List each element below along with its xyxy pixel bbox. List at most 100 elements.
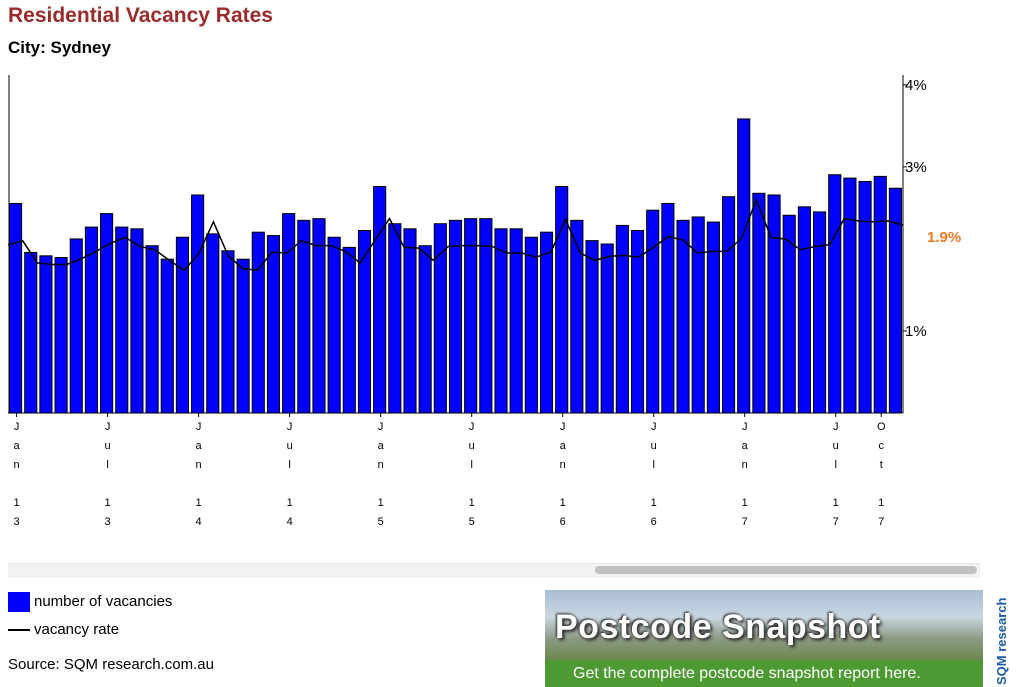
bar [418, 245, 432, 414]
x-tick-label-char: l [835, 459, 837, 471]
bar [388, 223, 402, 414]
x-tick-label-char: 1 [651, 497, 657, 509]
x-tick-label-char: n [14, 459, 20, 471]
x-tick-label-char: a [14, 440, 21, 452]
x-tick-label-char: n [196, 459, 202, 471]
x-tick-label-char: 1 [287, 497, 293, 509]
bar [282, 213, 296, 414]
postcode-snapshot-banner[interactable]: Postcode Snapshot Get the complete postc… [545, 590, 983, 687]
scrollbar-thumb[interactable] [595, 566, 977, 574]
x-tick-label-char: u [469, 440, 475, 452]
bar [570, 219, 584, 414]
bar [327, 236, 341, 414]
x-tick-label-char: J [651, 421, 657, 433]
bar [373, 186, 387, 414]
bar [160, 258, 174, 414]
bar [448, 219, 463, 414]
bar [600, 243, 614, 414]
x-tick-label-char: a [560, 440, 567, 452]
bar [464, 218, 478, 414]
x-tick-label-char: 3 [105, 516, 111, 528]
bar [115, 226, 129, 414]
bar [69, 238, 83, 414]
bar [100, 213, 114, 414]
bar [721, 196, 736, 414]
bar [630, 229, 645, 414]
bar [39, 255, 53, 414]
bar [615, 224, 629, 414]
x-tick-label-char: n [378, 459, 384, 471]
bar [479, 218, 493, 414]
bar [24, 251, 38, 414]
bar [646, 209, 660, 414]
bar [676, 219, 690, 414]
bar [828, 174, 842, 414]
bar [539, 231, 554, 414]
legend-line-swatch [8, 629, 30, 632]
bar [873, 175, 887, 414]
x-tick-label-char: l [288, 459, 290, 471]
x-tick-label-char: 1 [469, 497, 475, 509]
x-tick-label-char: 1 [14, 497, 20, 509]
x-tick-label-char: t [880, 459, 883, 471]
bar [767, 194, 781, 414]
x-tick-label-char: n [742, 459, 748, 471]
vacancy-chart: 4%3%1%1.9%Jan13Jul13Jan14Jul14Jan15Jul15… [7, 75, 961, 528]
x-tick-label-char: u [105, 440, 111, 452]
legend-label-rate: vacancy rate [34, 621, 120, 638]
x-tick-label-char: 1 [560, 497, 566, 509]
bar [145, 245, 159, 414]
bar [221, 250, 235, 414]
bar [175, 236, 190, 414]
bar [54, 257, 68, 414]
x-tick-label-char: 1 [742, 497, 748, 509]
x-tick-label-char: J [560, 421, 566, 433]
bar [312, 218, 326, 414]
bar [737, 118, 751, 414]
x-tick-label-char: a [378, 440, 385, 452]
chart-subtitle: City: Sydney [8, 38, 111, 57]
x-tick-label-char: 6 [560, 516, 566, 528]
x-tick-label-char: 7 [833, 516, 839, 528]
x-tick-label-char: 7 [878, 516, 884, 528]
bar [752, 192, 766, 414]
bar [782, 214, 796, 414]
y-tick-label: 3% [905, 159, 927, 176]
bar [691, 216, 705, 414]
x-tick-label-char: 4 [196, 516, 202, 528]
x-tick-label-char: J [833, 421, 839, 433]
x-tick-label-char: u [287, 440, 293, 452]
x-tick-label-char: J [105, 421, 111, 433]
bar [403, 228, 417, 414]
x-tick-label-char: l [470, 459, 472, 471]
legend-bar-swatch [8, 592, 30, 612]
bar [251, 231, 265, 414]
bar [858, 180, 872, 414]
x-tick-label-char: 3 [14, 516, 20, 528]
x-tick-label-char: a [742, 440, 749, 452]
sqm-logo[interactable]: SQM research [986, 590, 1024, 687]
bar [813, 211, 827, 414]
source-note: Source: SQM research.com.au [8, 656, 214, 673]
bar [236, 258, 250, 414]
bar [843, 177, 857, 414]
bar [206, 233, 220, 414]
bar [433, 223, 447, 414]
bar [509, 228, 523, 414]
x-tick-label-char: a [196, 440, 203, 452]
x-tick-label-char: J [469, 421, 475, 433]
bar [342, 246, 356, 414]
bar [888, 187, 902, 414]
x-tick-label-char: 1 [378, 497, 384, 509]
x-tick-label-char: 1 [833, 497, 839, 509]
x-tick-label-char: 4 [287, 516, 293, 528]
y-tick-label: 4% [905, 77, 927, 94]
x-tick-label-char: J [196, 421, 202, 433]
bar [191, 194, 205, 414]
bar [357, 229, 372, 414]
legend-item-vacancies: number of vacancies [8, 592, 172, 612]
bar [84, 226, 99, 414]
banner-cta-link[interactable]: Get the complete postcode snapshot repor… [573, 665, 921, 682]
x-tick-label-char: 5 [469, 516, 475, 528]
x-tick-label-char: J [287, 421, 293, 433]
